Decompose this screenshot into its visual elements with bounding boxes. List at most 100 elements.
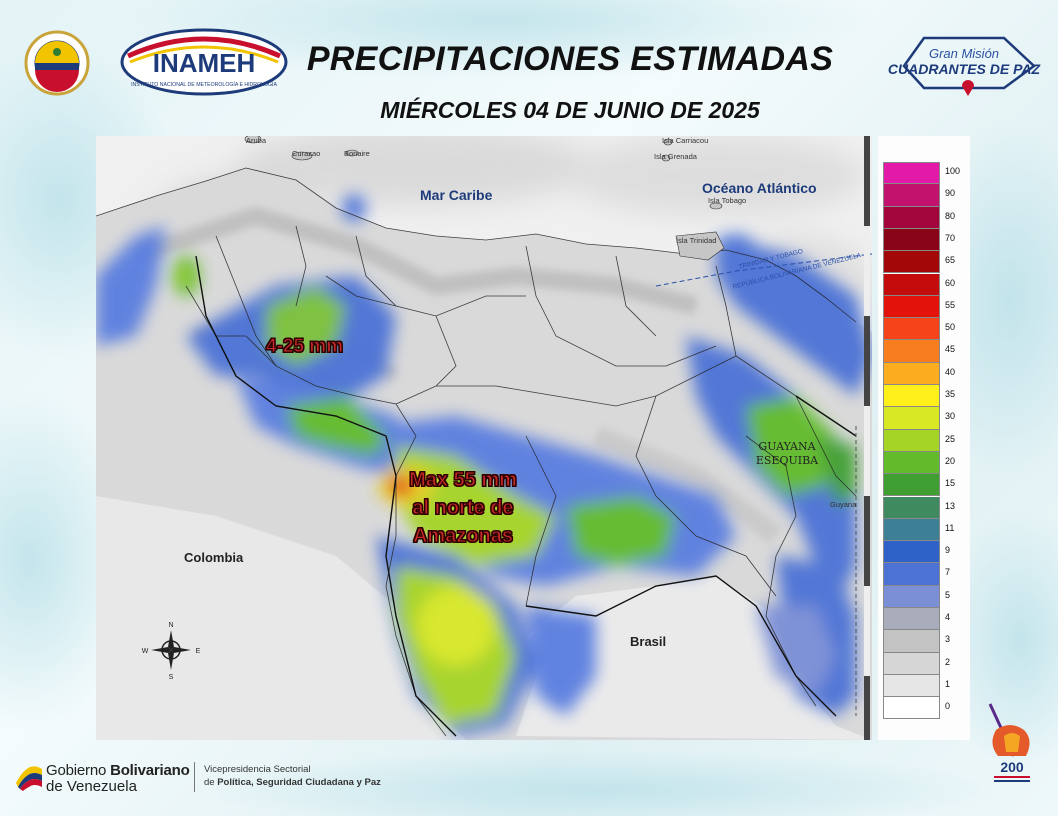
legend-label: 7 (945, 567, 951, 578)
legend-row: 9 (883, 541, 963, 564)
legend-label: 80 (945, 210, 956, 221)
label-brasil: Brasil (630, 634, 667, 649)
legend-swatch (883, 496, 940, 519)
svg-text:INAMEH: INAMEH (153, 48, 256, 78)
svg-text:200: 200 (1000, 759, 1024, 775)
label-guayana-esequiba: GUAYANA ESEQUIBA (750, 440, 824, 468)
legend-row: 100 (883, 162, 963, 185)
label-colombia: Colombia (184, 550, 244, 565)
legend-label: 40 (945, 366, 956, 377)
bicentenario-logo: 200 (980, 700, 1044, 792)
precipitation-legend: 100 90 80 70 65 60 55 50 45 40 35 30 25 20 15 13 11 9 7 5 4 3… (878, 136, 970, 740)
page-date: MIÉRCOLES 04 DE JUNIO DE 2025 (380, 97, 760, 123)
legend-row: 5 (883, 585, 963, 608)
legend-swatch (883, 652, 940, 675)
legend-swatch (883, 585, 940, 608)
label-guayana-esequiba-text: GUAYANA ESEQUIBA (755, 440, 819, 467)
annotation-west-range: 4-25 mm (265, 336, 344, 358)
vicepresidencia-line-2-b: Política, Seguridad Ciudadana y Paz (217, 777, 381, 788)
page-title: PRECIPITACIONES ESTIMADAS (306, 40, 834, 78)
legend-row: 4 (883, 608, 963, 631)
legend-row: 55 (883, 295, 963, 319)
legend-swatch (883, 451, 940, 475)
legend-row: 7 (883, 563, 963, 586)
venezuela-flag-icon (16, 766, 42, 791)
legend-label: 70 (945, 232, 956, 243)
legend-label: 45 (945, 344, 956, 355)
svg-text:Gran Misión: Gran Misión (929, 46, 999, 61)
legend-swatch (883, 362, 940, 385)
label-isla-tobago: Isla Tobago (708, 196, 747, 205)
svg-text:INSTITUTO NACIONAL DE METEOROL: INSTITUTO NACIONAL DE METEOROLOGÍA E HID… (131, 81, 277, 88)
label-isla-trinidad: Isla Trinidad (676, 236, 717, 245)
legend-label: 25 (945, 433, 956, 444)
legend-label: 5 (945, 589, 951, 600)
legend-label: 3 (945, 634, 951, 645)
legend-row: 25 (883, 429, 963, 452)
legend-swatch (883, 385, 940, 408)
legend-swatch (883, 541, 940, 564)
legend-row: 35 (883, 385, 963, 408)
legend-row: 90 (883, 184, 963, 207)
legend-swatch (883, 630, 940, 653)
legend-label: 9 (945, 545, 951, 556)
gobierno-line-2: de Venezuela (46, 778, 137, 795)
legend-swatch (883, 340, 940, 363)
legend-swatch (883, 251, 940, 274)
legend-row: 0 (883, 697, 963, 720)
legend-label: 50 (945, 322, 956, 333)
legend-label: 30 (945, 411, 956, 422)
legend-row: 15 (883, 474, 963, 497)
legend-label: 11 (945, 522, 955, 533)
vicepresidencia-line-2-a: de (204, 777, 218, 788)
label-bonaire: Bonaire (344, 149, 370, 158)
legend-swatch (883, 318, 940, 341)
annotation-line-2: al norte de (412, 497, 514, 520)
gobierno-line-1-b: Bolivariano (110, 762, 190, 779)
legend-swatch (883, 518, 940, 542)
legend-swatch (883, 608, 940, 631)
legend-swatch (883, 407, 940, 430)
legend-swatch (883, 295, 940, 319)
legend-row: 45 (883, 340, 963, 363)
legend-swatch (883, 162, 940, 185)
legend-label: 13 (945, 500, 956, 511)
map-edge-ticks (864, 136, 870, 740)
ministerio-logo (18, 30, 96, 96)
legend-swatch (883, 206, 940, 229)
inameh-logo: INAMEH INSTITUTO NACIONAL DE METEOROLOGÍ… (120, 28, 288, 96)
legend-label: 20 (945, 455, 956, 466)
gobierno-line-1: Gobierno Bolivariano (46, 762, 190, 779)
compass-s: S (169, 674, 174, 680)
vicepresidencia-line-2: de Política, Seguridad Ciudadana y Paz (204, 777, 381, 788)
legend-swatch (883, 273, 940, 296)
label-guyana: Guyana (830, 500, 857, 509)
annotation-line-1: Max 55 mm (409, 469, 518, 492)
compass-rose-icon: N S W E (140, 620, 202, 680)
legend-label: 0 (945, 701, 951, 712)
legend-label: 60 (945, 277, 956, 288)
label-mar-caribe: Mar Caribe (420, 187, 493, 203)
annotation-line-3: Amazonas (412, 525, 514, 548)
legend-row: 30 (883, 407, 963, 430)
footer-divider (194, 762, 195, 792)
legend-row: 80 (883, 206, 963, 229)
legend-row: 3 (883, 630, 963, 653)
legend-label: 65 (945, 255, 956, 266)
legend-swatch (883, 429, 940, 452)
legend-row: 70 (883, 228, 963, 252)
compass-e: E (196, 648, 201, 655)
annotation-max-amazonas: Max 55 mm al norte de Amazonas (384, 466, 542, 550)
vicepresidencia-line-1: Vicepresidencia Sectorial (204, 764, 311, 775)
legend-row: 50 (883, 318, 963, 341)
map-graphic (96, 136, 872, 740)
precipitation-map: Mar Caribe Océano Atlántico Colombia Bra… (96, 136, 872, 740)
legend-row: 65 (883, 251, 963, 274)
legend-label: 35 (945, 389, 956, 399)
cuadrantes-de-paz-logo: Gran Misión CUADRANTES DE PAZ (884, 26, 1044, 106)
legend-swatch (883, 228, 940, 252)
compass-w: W (142, 648, 149, 655)
legend-label: 2 (945, 656, 951, 667)
label-curazao: Curazao (292, 149, 321, 158)
legend-label: 55 (945, 299, 956, 310)
